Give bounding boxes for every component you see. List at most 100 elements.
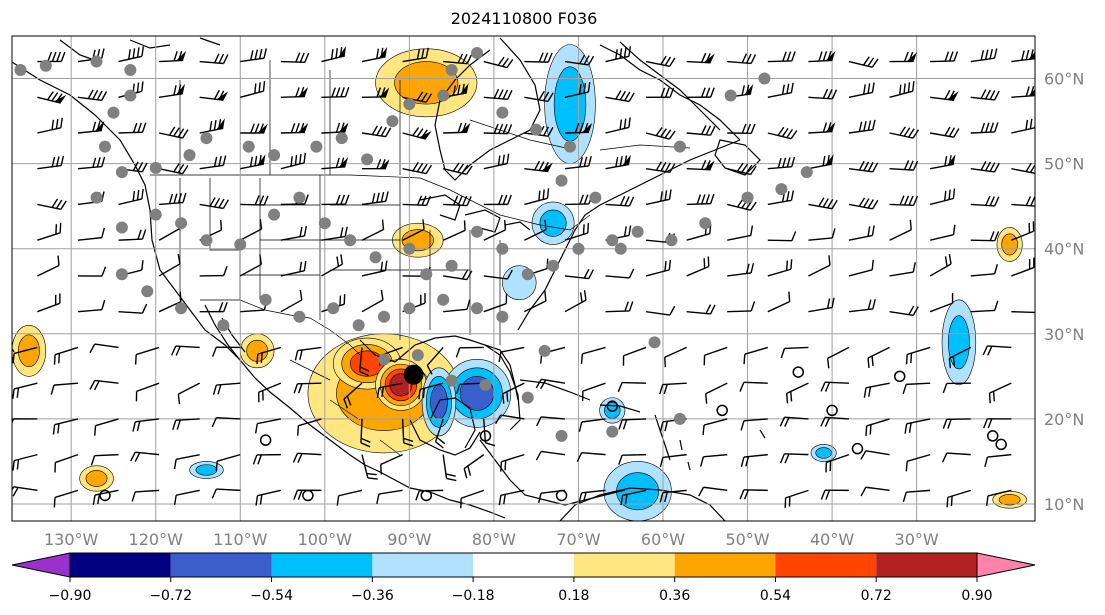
wind-barb xyxy=(780,346,809,359)
barb-staff xyxy=(280,299,303,313)
barb-feather xyxy=(664,260,667,272)
wind-barb xyxy=(483,56,514,69)
wind-barb xyxy=(131,489,160,502)
wind-barb xyxy=(645,259,672,277)
wind-barb xyxy=(848,225,875,241)
wind-barb xyxy=(118,303,148,314)
barb-feather xyxy=(788,291,791,302)
barb-feather xyxy=(953,51,959,62)
wind-barb xyxy=(739,489,768,500)
station-dot xyxy=(665,234,678,247)
wind-barb xyxy=(860,450,890,460)
wind-barb xyxy=(930,89,959,101)
wind-barb xyxy=(659,382,687,395)
barb-flag xyxy=(1028,89,1035,97)
calm-circle-layer xyxy=(99,366,1007,502)
station-dot xyxy=(547,259,560,272)
barb-feather xyxy=(655,161,662,171)
barb-feather xyxy=(953,128,960,138)
barb-feather xyxy=(583,194,589,205)
barb-staff xyxy=(94,453,119,457)
barb-feather xyxy=(416,49,421,60)
barb-feather xyxy=(141,122,147,133)
barb-feather xyxy=(710,87,715,98)
barb-feather xyxy=(664,56,672,66)
wind-barb xyxy=(360,418,371,448)
wind-barb xyxy=(564,122,593,134)
barb-feather xyxy=(989,162,996,172)
barb-feather xyxy=(985,195,991,206)
barb-feather xyxy=(790,259,793,270)
barb-feather xyxy=(777,126,785,136)
barb-feather xyxy=(177,50,183,61)
barb-feather xyxy=(668,259,672,270)
station-dot xyxy=(471,47,483,60)
barb-feather xyxy=(701,87,706,98)
south-america-north xyxy=(559,487,726,521)
wind-barb xyxy=(37,155,65,170)
wind-barb-layer xyxy=(12,46,1035,509)
barb-feather xyxy=(668,130,676,140)
barb-feather xyxy=(259,219,263,230)
station-dot xyxy=(90,191,103,204)
wind-barb xyxy=(578,418,606,432)
colorbar-tick-label: 0.36 xyxy=(659,588,690,604)
wind-barb xyxy=(442,454,457,482)
barb-feather xyxy=(628,117,631,128)
barb-feather xyxy=(134,354,137,365)
wind-barb xyxy=(889,219,912,241)
barb-staff xyxy=(645,310,670,316)
barb-feather xyxy=(899,195,905,206)
wind-barb xyxy=(199,155,227,170)
barb-staff xyxy=(361,299,384,313)
barb-feather xyxy=(12,418,15,425)
wind-barb xyxy=(605,90,635,103)
barb-feather xyxy=(425,93,433,103)
barb-flag xyxy=(825,50,836,61)
wind-barb xyxy=(946,489,971,508)
station-dot xyxy=(699,217,712,230)
barb-feather xyxy=(498,194,503,205)
station-dot xyxy=(14,64,27,77)
barb-feather xyxy=(664,421,669,432)
barb-feather xyxy=(867,226,871,237)
barb-feather xyxy=(741,85,745,96)
barb-feather xyxy=(416,162,424,173)
barb-feather xyxy=(452,85,457,96)
colorbar-tick-label: 0.18 xyxy=(558,588,589,604)
station-dot xyxy=(175,302,188,315)
station-dot xyxy=(318,217,331,230)
barb-feather xyxy=(51,119,55,130)
barb-feather xyxy=(782,157,787,168)
wind-barb xyxy=(1011,118,1035,134)
barb-feather xyxy=(259,494,263,505)
wind-barb xyxy=(659,489,687,503)
barb-feather xyxy=(538,190,541,201)
barb-feather xyxy=(980,122,986,133)
barb-staff xyxy=(581,451,606,456)
station-dot xyxy=(606,425,619,438)
barb-feather xyxy=(902,384,907,395)
wind-barb xyxy=(159,192,187,206)
barb-staff xyxy=(930,60,955,63)
barb-feather xyxy=(822,122,828,133)
station-dot xyxy=(800,166,813,179)
barb-feather xyxy=(344,226,348,237)
wind-barb xyxy=(536,416,565,427)
barb-feather xyxy=(214,53,220,64)
barb-feather xyxy=(582,492,587,503)
barb-feather xyxy=(743,354,746,365)
station-dot xyxy=(378,310,390,323)
barb-feather xyxy=(177,84,182,95)
barb-feather xyxy=(536,416,542,427)
wind-barb xyxy=(727,162,757,176)
barb-feather xyxy=(502,154,505,165)
barb-feather xyxy=(259,123,264,134)
longitude-label: 70°W xyxy=(556,530,600,549)
barb-feather xyxy=(872,162,879,173)
barb-feather xyxy=(980,50,985,61)
barb-feather xyxy=(576,452,583,462)
barb-feather xyxy=(860,486,867,497)
wind-barb xyxy=(401,418,414,447)
